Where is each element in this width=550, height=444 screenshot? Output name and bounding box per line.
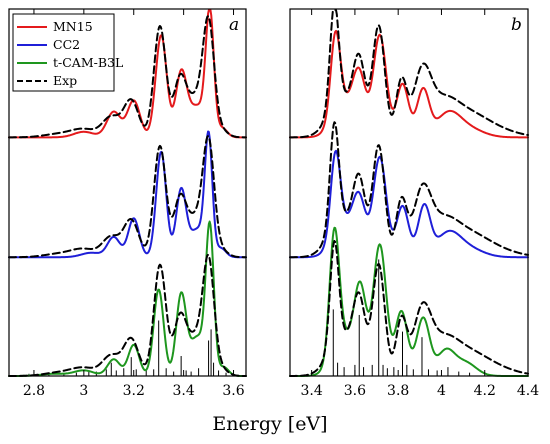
panel-a: 2.8 3 3.2 3.4 3.6 a: [8, 8, 247, 399]
x-axis-label: Energy [eV]: [212, 413, 327, 435]
panel-b-x-tick-label: 3.4: [301, 383, 323, 399]
panel-b: 3.4 3.6 3.8 4 4.2 4.4 b: [289, 8, 539, 399]
panel-b-series-exp-cc2: [289, 121, 529, 259]
panel-b-x-tick-label: 3.8: [387, 383, 409, 399]
panel-b-x-tick-label: 4: [437, 383, 446, 399]
legend-entry-mn15: MN15: [53, 19, 93, 34]
panel-a-x-tick-label: 3.4: [172, 383, 194, 399]
panel-b-x-tick-label: 4.2: [474, 383, 496, 399]
panel-a-series-tcamb3l: [8, 220, 247, 377]
panel-a-x-tick-label: 3.6: [222, 383, 244, 399]
panel-a-sticks: [28, 320, 227, 376]
panel-a-series-mn15: [8, 9, 247, 139]
legend-entry-cc2: CC2: [53, 37, 80, 52]
panel-a-series-exp-tcamb3l: [8, 253, 247, 377]
panel-b-series-tcamb3l: [289, 226, 529, 377]
panel-b-sticks: [332, 259, 471, 376]
legend: MN15 CC2 t-CAM-B3L Exp: [12, 13, 123, 92]
panel-a-label: a: [229, 15, 239, 35]
panel-b-series-exp-tcamb3l: [289, 240, 529, 377]
panel-a-x-tick-label: 3: [79, 383, 88, 399]
panel-b-x-tick-label: 3.6: [344, 383, 366, 399]
panel-a-x-tick-label: 2.8: [23, 383, 45, 399]
legend-entry-exp: Exp: [53, 73, 77, 88]
panel-b-series-exp-mn15: [289, 9, 529, 139]
legend-entry-tcamb3l: t-CAM-B3L: [53, 55, 123, 70]
panel-b-frame: [289, 8, 529, 377]
panel-b-x-axis: 3.4 3.6 3.8 4 4.2 4.4: [301, 9, 539, 399]
panel-a-series-exp-cc2: [8, 134, 247, 259]
panel-a-series-cc2: [8, 130, 247, 259]
panel-b-label: b: [511, 15, 522, 35]
panel-a-series-exp-mn15: [8, 15, 247, 139]
panel-b-x-tick-label: 4.4: [517, 383, 539, 399]
panel-b-series-mn15: [289, 29, 529, 139]
panel-a-spectra: [8, 9, 247, 377]
panel-a-frame: [8, 8, 247, 377]
panel-b-spectra: [289, 9, 529, 377]
panel-a-x-tick-label: 3.2: [123, 383, 145, 399]
panel-b-series-cc2: [289, 149, 529, 259]
